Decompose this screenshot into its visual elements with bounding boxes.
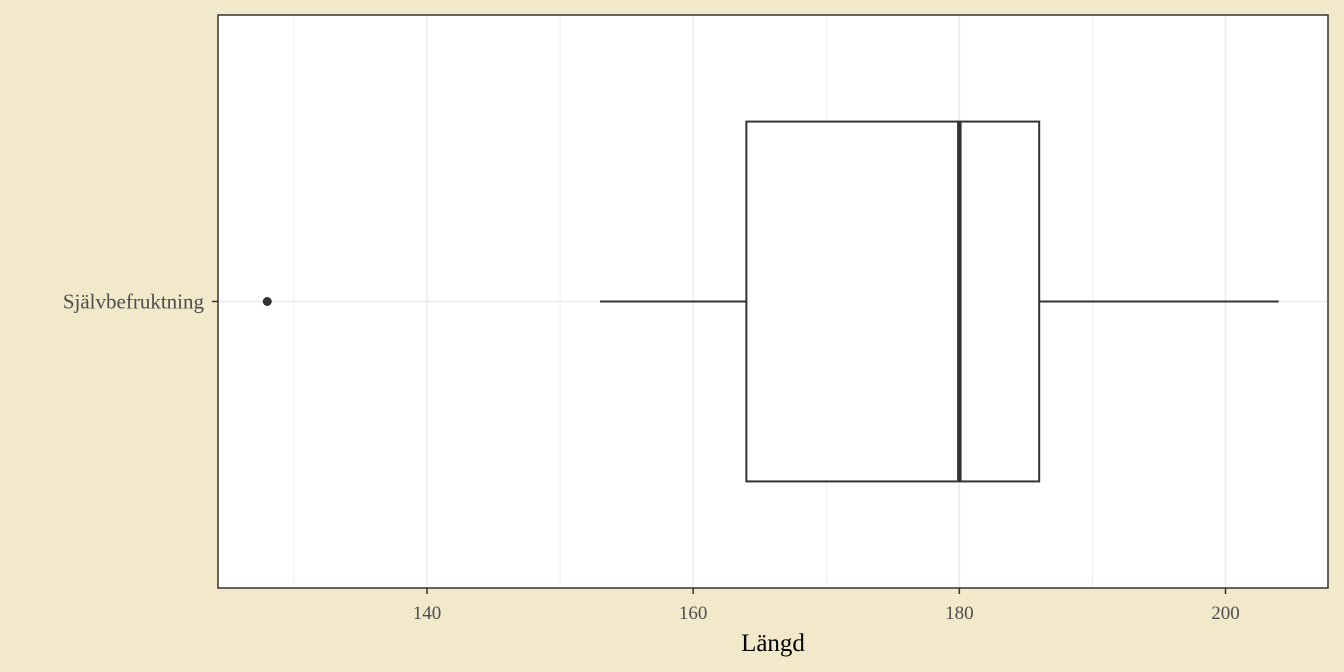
x-tick-label: 140 xyxy=(413,603,442,624)
box-iqr xyxy=(745,120,1041,483)
outlier-point xyxy=(262,297,272,306)
x-axis-title: Längd xyxy=(741,630,805,657)
axis-layer: 140 160 180 200 Självbefruktning xyxy=(63,290,1240,625)
box-layer xyxy=(262,120,1279,483)
x-tick-label: 160 xyxy=(679,603,708,624)
x-tick-label: 180 xyxy=(945,603,974,624)
y-category-label: Självbefruktning xyxy=(63,290,205,314)
x-tick-label: 200 xyxy=(1211,603,1240,624)
